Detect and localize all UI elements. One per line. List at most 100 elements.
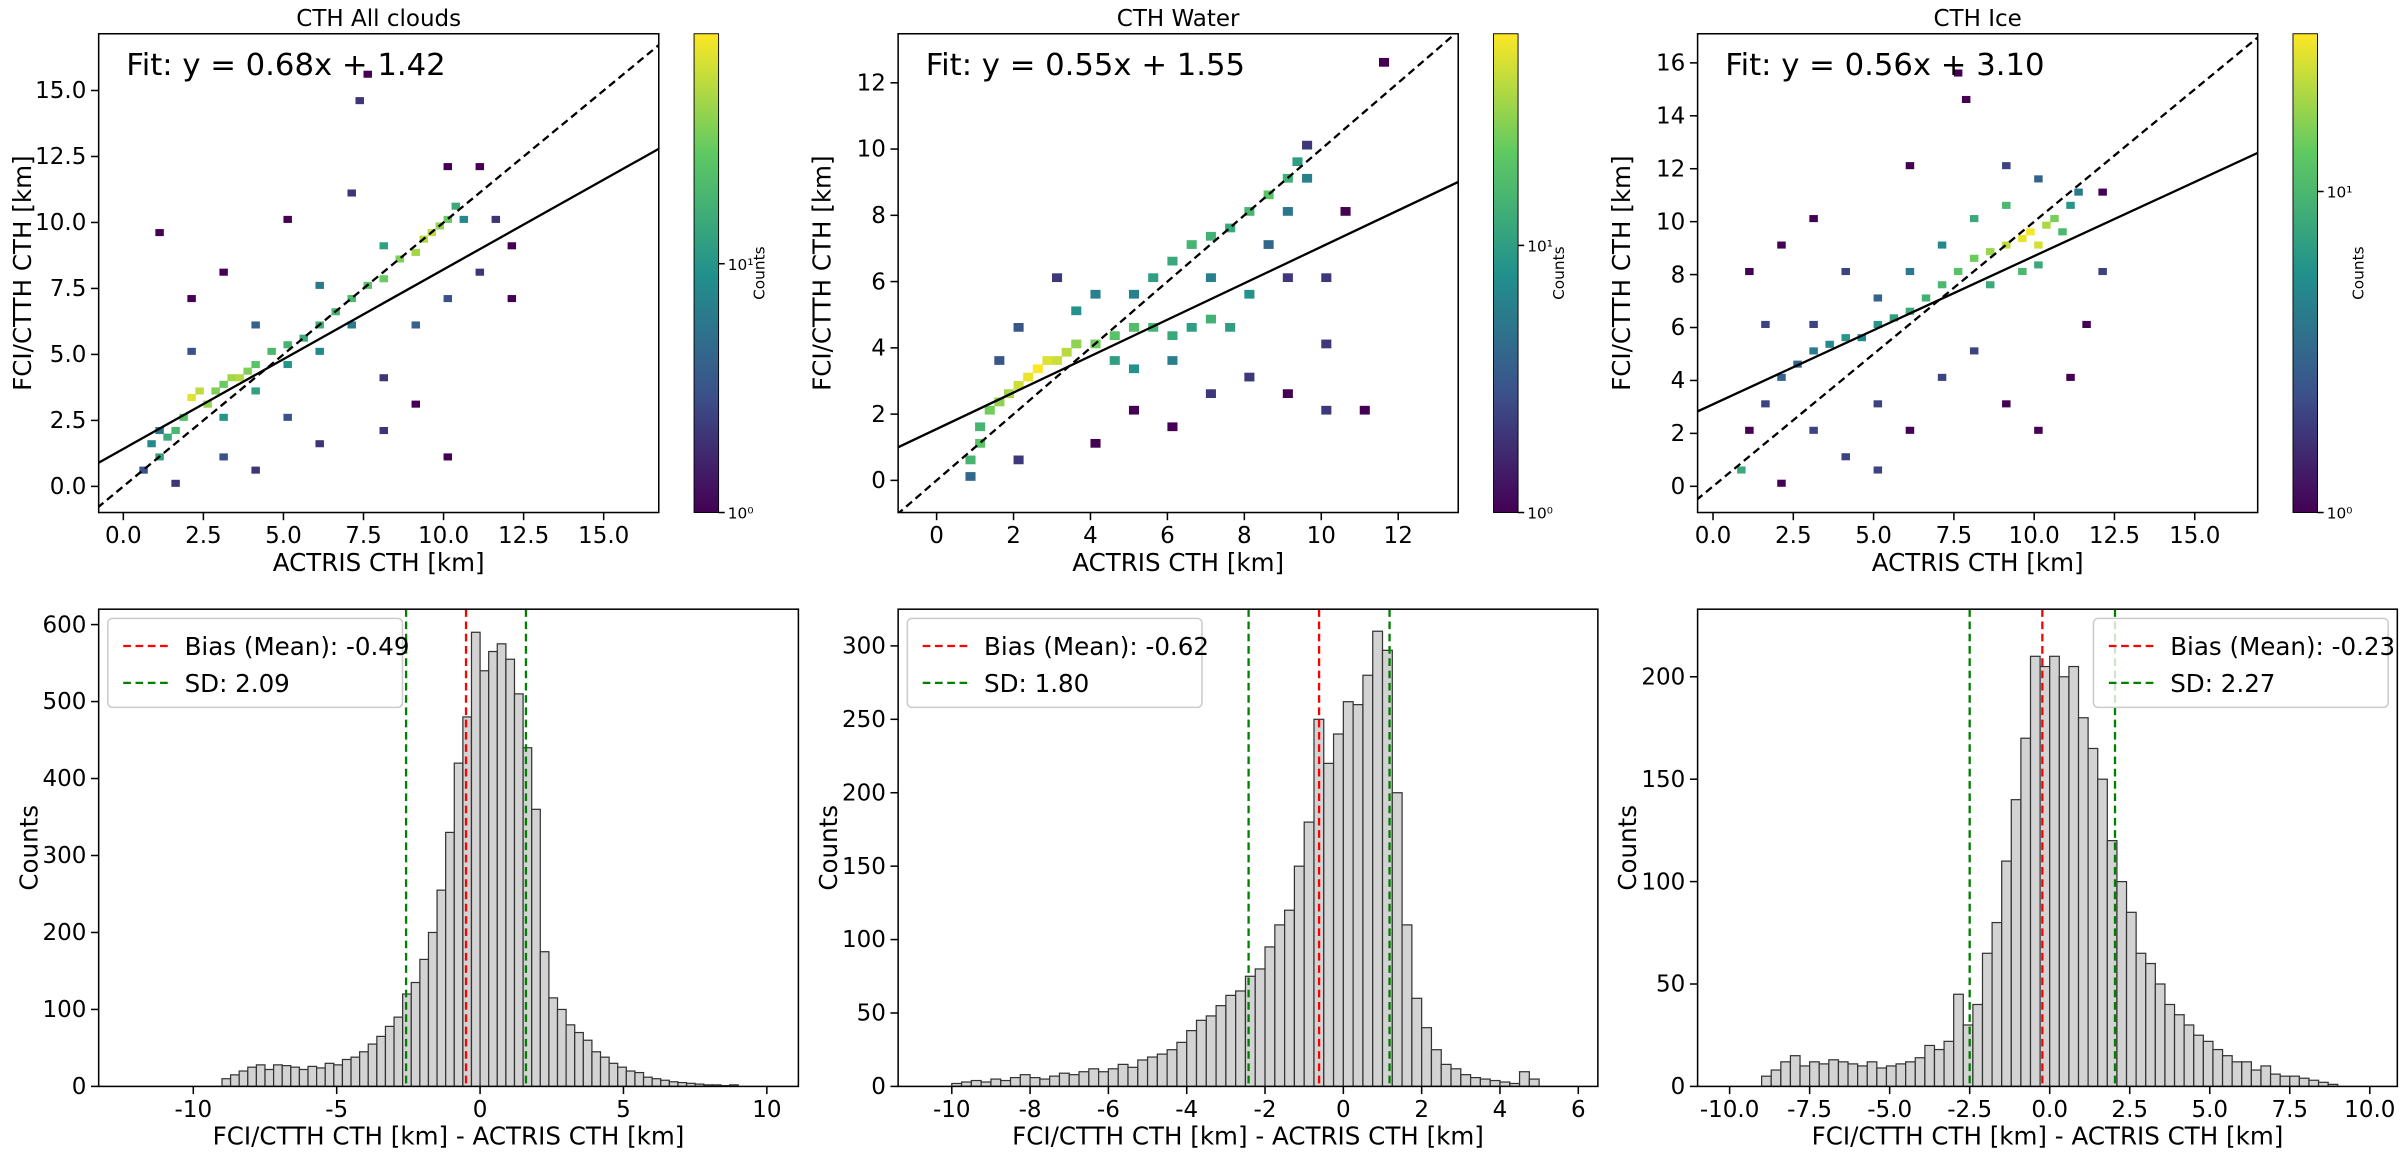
bar	[229, 1074, 240, 1087]
bar	[1528, 1078, 1540, 1087]
bar	[1352, 704, 1364, 1087]
heatmap-cell	[507, 295, 517, 303]
bar	[1166, 1049, 1178, 1087]
bar	[479, 670, 490, 1087]
bar	[307, 1065, 318, 1087]
bar	[1943, 1040, 1955, 1087]
bar	[1127, 1066, 1139, 1087]
axes-frame	[97, 32, 660, 514]
bar	[651, 1078, 662, 1087]
bar	[1293, 865, 1305, 1087]
heatmap-cell	[347, 295, 356, 303]
heatmap-cell	[1263, 240, 1274, 249]
x-axis-label: FCI/CTTH CTH [km] - ACTRIS CTH [km]	[1012, 1122, 1484, 1151]
heatmap-cell	[1737, 466, 1746, 474]
one-to-one-line	[1697, 35, 2258, 501]
panel-title: CTH Water	[1117, 6, 1240, 32]
heatmap-cell	[1761, 320, 1770, 328]
bar	[496, 643, 507, 1087]
heatmap-cell	[2026, 228, 2035, 236]
heatmap-cell	[171, 427, 180, 435]
heatmap-cell	[2034, 426, 2043, 434]
bar	[419, 958, 430, 1087]
heatmap-cell	[1953, 69, 1963, 77]
x-tick-label: 12.5	[498, 523, 549, 549]
heatmap-cell	[1809, 215, 1818, 223]
heatmap-cell	[379, 427, 388, 435]
heatmap-cell	[1282, 273, 1293, 283]
bar	[2231, 1061, 2243, 1087]
bar	[1857, 1065, 1868, 1087]
x-tick-label: -2	[1254, 1097, 1277, 1123]
heatmap-cell	[1905, 426, 1915, 434]
bar	[2193, 1034, 2204, 1087]
heatmap-cell	[1809, 426, 1818, 434]
fit-annotation: Fit: y = 0.56x + 3.10	[1725, 48, 2044, 83]
heatmap-cell	[211, 387, 220, 395]
y-tick-label: 50	[857, 1001, 886, 1027]
colorbar-tick-label: 10¹	[2327, 184, 2353, 202]
x-tick-label: 8	[1237, 523, 1252, 549]
heatmap-cell	[1071, 306, 1082, 316]
y-tick-label: 0	[871, 1074, 886, 1100]
y-tick-label: 150	[1641, 767, 1685, 793]
heatmap-cell	[1167, 256, 1178, 266]
colorbar	[693, 33, 720, 513]
bar	[1421, 1027, 1433, 1087]
bar	[599, 1056, 610, 1087]
x-tick-label: 0	[473, 1097, 488, 1123]
bar	[2087, 747, 2099, 1087]
x-tick-label: 15.0	[578, 523, 629, 549]
bar	[1107, 1068, 1119, 1087]
x-axis-label: ACTRIS CTH [km]	[1072, 548, 1284, 577]
x-tick-label: -6	[1097, 1097, 1120, 1123]
bar	[453, 762, 464, 1087]
axes-frame	[1696, 608, 2399, 1088]
y-tick-label: 8	[1671, 262, 1686, 288]
heatmap-cell	[443, 215, 453, 223]
heatmap-cell	[475, 163, 485, 171]
bar	[1342, 701, 1354, 1087]
bar	[298, 1068, 309, 1087]
x-tick-label: 10.0	[2009, 523, 2060, 549]
bar	[2250, 1069, 2262, 1087]
heatmap-cell	[315, 440, 324, 448]
heatmap-cell	[203, 400, 212, 408]
y-axis-label: FCI/CTTH CTH [km]	[1607, 155, 1636, 390]
heatmap-cell	[195, 387, 204, 395]
bar	[1146, 1056, 1158, 1087]
colorbar-tick-label: 10¹	[728, 256, 754, 274]
bar	[2164, 1003, 2176, 1087]
y-tick-label: 2	[1671, 421, 1686, 447]
bar	[2289, 1075, 2300, 1087]
heatmap-cell	[267, 347, 276, 355]
colorbar-tick-label: 10¹	[1527, 238, 1553, 256]
heatmap-cell	[1937, 241, 1947, 249]
y-tick-label: 600	[42, 612, 86, 638]
heatmap-cell	[443, 453, 453, 461]
y-tick-label: 8	[871, 203, 886, 229]
y-tick-label: 200	[842, 780, 886, 806]
plot-area	[1761, 609, 2339, 1087]
bar	[1254, 968, 1266, 1087]
bar	[1489, 1079, 1501, 1087]
heatmap-cell	[299, 334, 308, 342]
bar	[1058, 1072, 1070, 1087]
bar	[634, 1071, 645, 1087]
bar	[1009, 1076, 1021, 1087]
heatmap-cell	[965, 455, 976, 465]
bar	[1283, 909, 1296, 1087]
colorbar-tick-label: 10⁰	[2327, 505, 2353, 523]
heatmap-cell	[1873, 400, 1883, 408]
x-tick-label: 5.0	[2191, 1097, 2228, 1123]
axes-frame	[897, 32, 1459, 514]
bar	[1156, 1053, 1168, 1087]
y-tick-label: 0	[871, 468, 886, 494]
heatmap-cell	[1777, 479, 1786, 487]
y-tick-label: 12	[857, 70, 886, 96]
x-tick-label: 2	[1006, 523, 1021, 549]
x-tick-label: 2.5	[185, 523, 222, 549]
y-tick-label: 300	[42, 843, 86, 869]
y-tick-label: 10	[857, 137, 886, 163]
bar	[1479, 1078, 1491, 1087]
